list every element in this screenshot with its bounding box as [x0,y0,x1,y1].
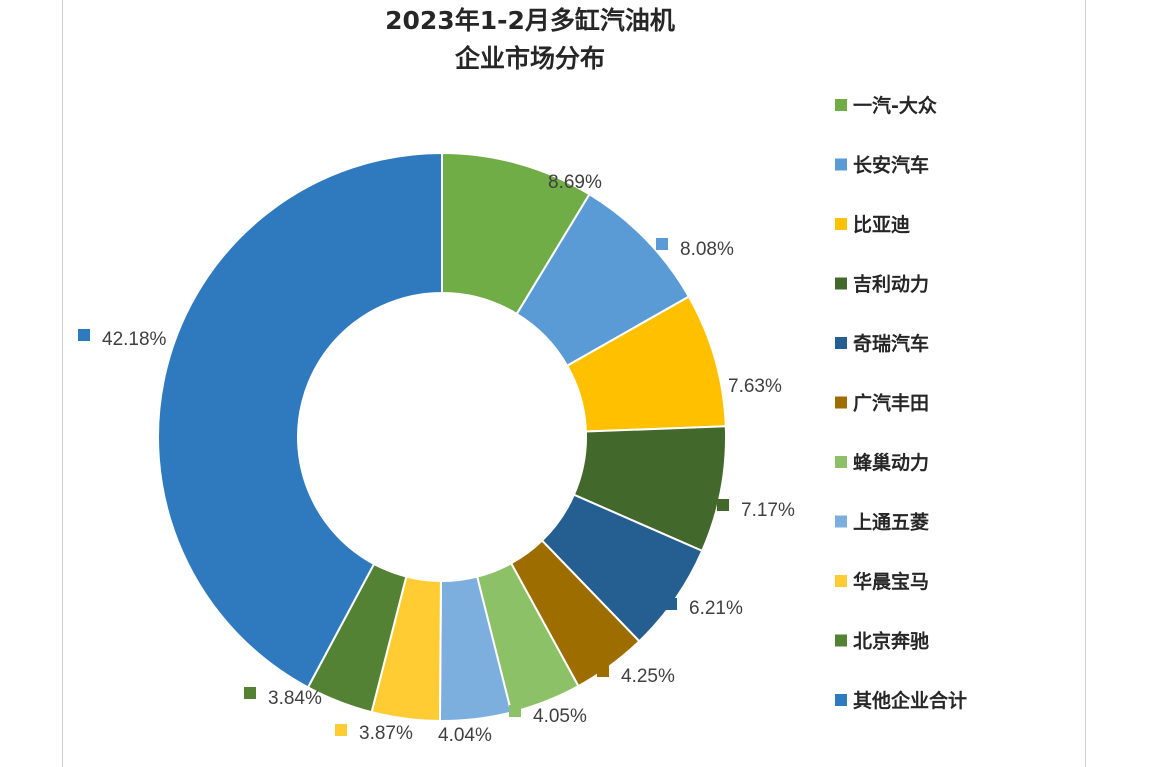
legend-marker [835,396,847,409]
slice-labels: 8.69% 8.08% 7.63% 7.17% 6.21% 4.25% 4.05% 4.04%… [78,170,795,746]
legend-label: 北京奔驰 [853,630,929,653]
slice-label-marker [656,238,668,250]
chart-title-line-2: 企业市场分布 [454,44,605,73]
legend-marker [835,456,847,468]
slice-label: 3.84% [268,688,322,709]
donut-slices [157,151,727,723]
chart-title-line-1: 2023年1-2月多缸汽油机 [385,6,675,35]
slice-label: 7.63% [728,376,782,397]
legend-marker [835,515,847,528]
legend-label: 广汽丰田 [853,392,929,415]
legend-label: 华晨宝马 [853,570,929,593]
legend-marker [835,337,847,349]
legend-label: 一汽-大众 [853,94,937,117]
slice-label-marker [665,598,677,610]
slice-label: 42.18% [102,329,167,350]
chart-title: 2023年1-2月多缸汽油机 企业市场分布 [320,2,740,78]
legend-label: 长安汽车 [853,154,929,177]
legend-marker [835,158,847,171]
slice-label: 6.21% [689,598,743,619]
donut-slice [157,151,443,689]
chart-frame-right-border [1085,0,1086,767]
slice-label-marker [509,705,521,717]
slice-label: 4.04% [438,725,492,746]
slice-label-marker [244,687,256,699]
slice-label: 3.87% [359,723,413,744]
legend-label: 上通五菱 [853,511,929,534]
slice-label: 4.25% [621,666,675,687]
slice-label: 8.08% [680,239,734,260]
slice-label-marker [597,665,609,677]
slice-label-marker [78,329,90,341]
legend-marker [835,277,847,290]
chart-frame-left-border [62,0,63,767]
legend-label: 比亚迪 [853,214,910,236]
legend-marker [835,218,847,230]
slice-label: 8.69% [548,172,602,193]
slice-label: 7.17% [741,500,795,521]
legend-label: 奇瑞汽车 [853,332,929,355]
legend-label: 蜂巢动力 [853,451,929,474]
slice-label-marker [335,724,347,736]
legend-marker [835,99,847,111]
slice-label-marker [524,170,536,182]
slice-label: 4.05% [533,706,587,727]
legend-label: 吉利动力 [853,273,929,296]
legend-marker [835,575,847,587]
legend-marker [835,634,847,647]
legend-marker [835,694,847,706]
legend-label: 其他企业合计 [853,689,967,712]
legend: 一汽-大众长安汽车比亚迪吉利动力奇瑞汽车广汽丰田蜂巢动力上通五菱华晨宝马北京奔驰… [835,94,967,712]
slice-label-marker [702,376,714,388]
slice-label-marker [717,499,729,511]
